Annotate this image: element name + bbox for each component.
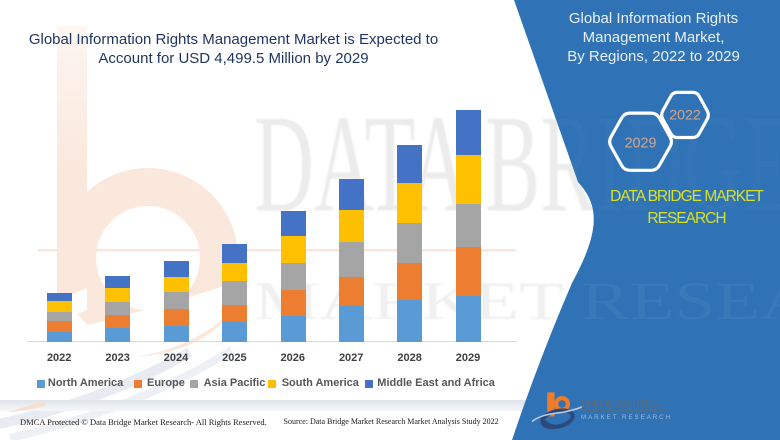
svg-text:DATA BRIDGE: DATA BRIDGE [581,397,661,411]
svg-text:2022: 2022 [669,108,701,124]
svg-text:MARKET RESEARCH: MARKET RESEARCH [581,414,672,421]
svg-text:2029: 2029 [625,136,657,152]
svg-text:MARKET RESEARCH: MARKET RESEARCH [254,271,780,331]
